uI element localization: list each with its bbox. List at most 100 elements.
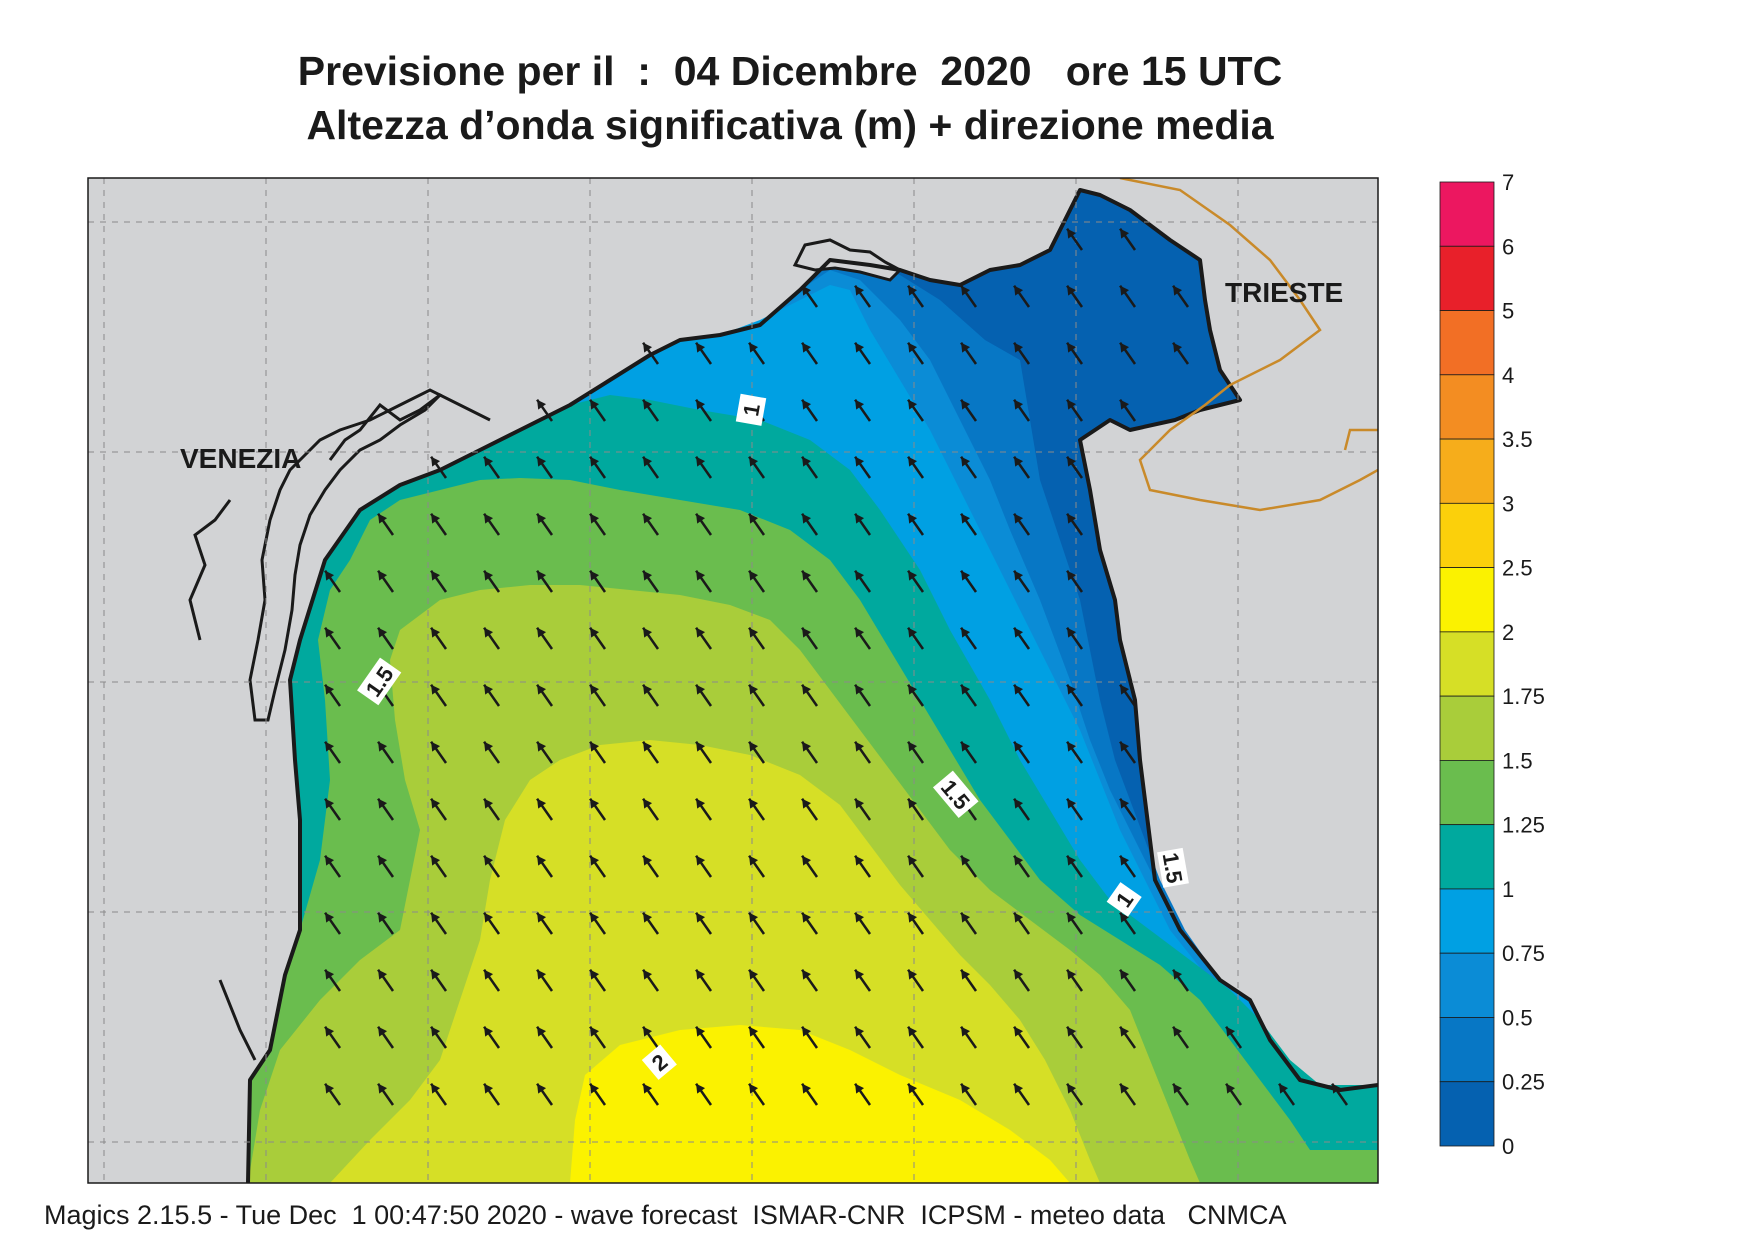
direction-arrow-head [1120, 342, 1130, 353]
direction-arrow-head [1173, 342, 1183, 353]
direction-arrow-head [961, 912, 971, 923]
direction-arrow-head [590, 969, 600, 980]
colorbar-tick-label: 0.5 [1502, 1005, 1533, 1030]
direction-arrow-head [325, 1083, 335, 1094]
map-frame [87, 177, 1379, 1184]
direction-arrow-head [802, 570, 812, 581]
contour-label-1: 1 [738, 402, 765, 418]
lagoon-grado [792, 238, 903, 282]
direction-arrow-head [325, 570, 335, 581]
direction-arrow-head [855, 342, 865, 353]
direction-arrow-head [908, 456, 918, 467]
direction-arrow-head [378, 969, 388, 980]
colorbar-tick-label: 7 [1502, 170, 1514, 195]
direction-arrow-head [484, 570, 494, 581]
direction-arrow-head [749, 1083, 759, 1094]
direction-arrow-head [696, 570, 706, 581]
direction-arrow-head [537, 570, 547, 581]
direction-arrow-head [908, 399, 918, 410]
direction-arrow-head [325, 1026, 335, 1037]
city-label-trieste: TRIESTE [1225, 277, 1343, 308]
direction-arrow-head [590, 513, 600, 524]
direction-arrow-head [1014, 1026, 1024, 1037]
direction-arrow-head [696, 627, 706, 638]
direction-arrow-head [908, 513, 918, 524]
direction-arrow-head [1067, 912, 1077, 923]
wave-band-2 [330, 740, 1100, 1183]
direction-arrow-head [908, 798, 918, 809]
direction-arrow-head [855, 456, 865, 467]
direction-arrow-head [643, 570, 653, 581]
direction-arrow-head [855, 285, 865, 296]
direction-arrow-head [749, 855, 759, 866]
colorbar-swatch [1439, 952, 1495, 1018]
direction-arrow-head [1067, 684, 1077, 695]
direction-arrow-head [961, 1026, 971, 1037]
direction-arrow-head [378, 1083, 388, 1094]
direction-arrow-head [643, 627, 653, 638]
direction-arrow-head [1067, 456, 1077, 467]
colorbar-tick-label: 1.25 [1502, 813, 1545, 838]
direction-arrow-head [1014, 285, 1024, 296]
direction-arrow-head [484, 912, 494, 923]
direction-arrow-head [590, 798, 600, 809]
direction-arrow-head [1067, 855, 1077, 866]
direction-arrow-head [908, 1083, 918, 1094]
direction-arrow-head [908, 1026, 918, 1037]
direction-arrow-head [696, 855, 706, 866]
colorbar-swatch [1439, 567, 1495, 633]
direction-arrow-head [1120, 684, 1130, 695]
colorbar-tick-label: 0.75 [1502, 941, 1545, 966]
direction-arrow-head [1014, 570, 1024, 581]
direction-arrow-head [1067, 798, 1077, 809]
direction-arrow-head [537, 456, 547, 467]
direction-arrow-head [643, 912, 653, 923]
direction-arrow-head [484, 1083, 494, 1094]
direction-arrow-head [590, 684, 600, 695]
direction-arrow-head [749, 969, 759, 980]
direction-arrow-head [855, 741, 865, 752]
direction-arrow-head [961, 570, 971, 581]
direction-arrow-head [961, 342, 971, 353]
direction-arrow-head [1014, 741, 1024, 752]
direction-arrow-head [643, 741, 653, 752]
direction-arrow-head [1120, 1026, 1130, 1037]
direction-arrow-head [590, 456, 600, 467]
direction-arrow-head [378, 912, 388, 923]
coastline-islands [188, 393, 491, 1061]
direction-arrow-head [431, 969, 441, 980]
direction-arrow-head [855, 855, 865, 866]
direction-arrow-head [908, 969, 918, 980]
direction-arrow-head [325, 627, 335, 638]
direction-arrow-head [431, 570, 441, 581]
direction-arrow-head [1067, 399, 1077, 410]
direction-arrow-head [378, 513, 388, 524]
colorbar-swatch [1439, 631, 1495, 697]
direction-arrow-head [802, 798, 812, 809]
direction-arrow-head [1067, 342, 1077, 353]
colorbar-tick-label: 3 [1502, 491, 1514, 516]
direction-arrow-head [431, 513, 441, 524]
direction-arrow-head [590, 627, 600, 638]
direction-arrow-head [961, 456, 971, 467]
direction-arrow-head [1014, 684, 1024, 695]
direction-arrow-head [431, 912, 441, 923]
direction-arrow-head [537, 627, 547, 638]
direction-arrow-head [855, 912, 865, 923]
direction-arrow-head [431, 627, 441, 638]
direction-arrow-head [484, 969, 494, 980]
map-title: Previsione per il : 04 Dicembre 2020 ore… [297, 48, 1283, 94]
colorbar-swatch [1439, 888, 1495, 954]
direction-arrow-head [961, 855, 971, 866]
direction-arrow-head [590, 1083, 600, 1094]
direction-arrow-head [749, 684, 759, 695]
colorbar-swatch [1439, 1017, 1495, 1083]
direction-arrow-head [855, 513, 865, 524]
colorbar-swatch [1439, 438, 1495, 504]
direction-arrow-head [696, 684, 706, 695]
colorbar-tick-label: 4 [1502, 363, 1514, 388]
direction-arrow-head [484, 1026, 494, 1037]
direction-arrow-head [1173, 285, 1183, 296]
colorbar: 7 6 5 4 3.5 3 2.5 2 1.75 1.5 1.25 1 0.75 0.5 0.25 0 [1439, 170, 1545, 1159]
